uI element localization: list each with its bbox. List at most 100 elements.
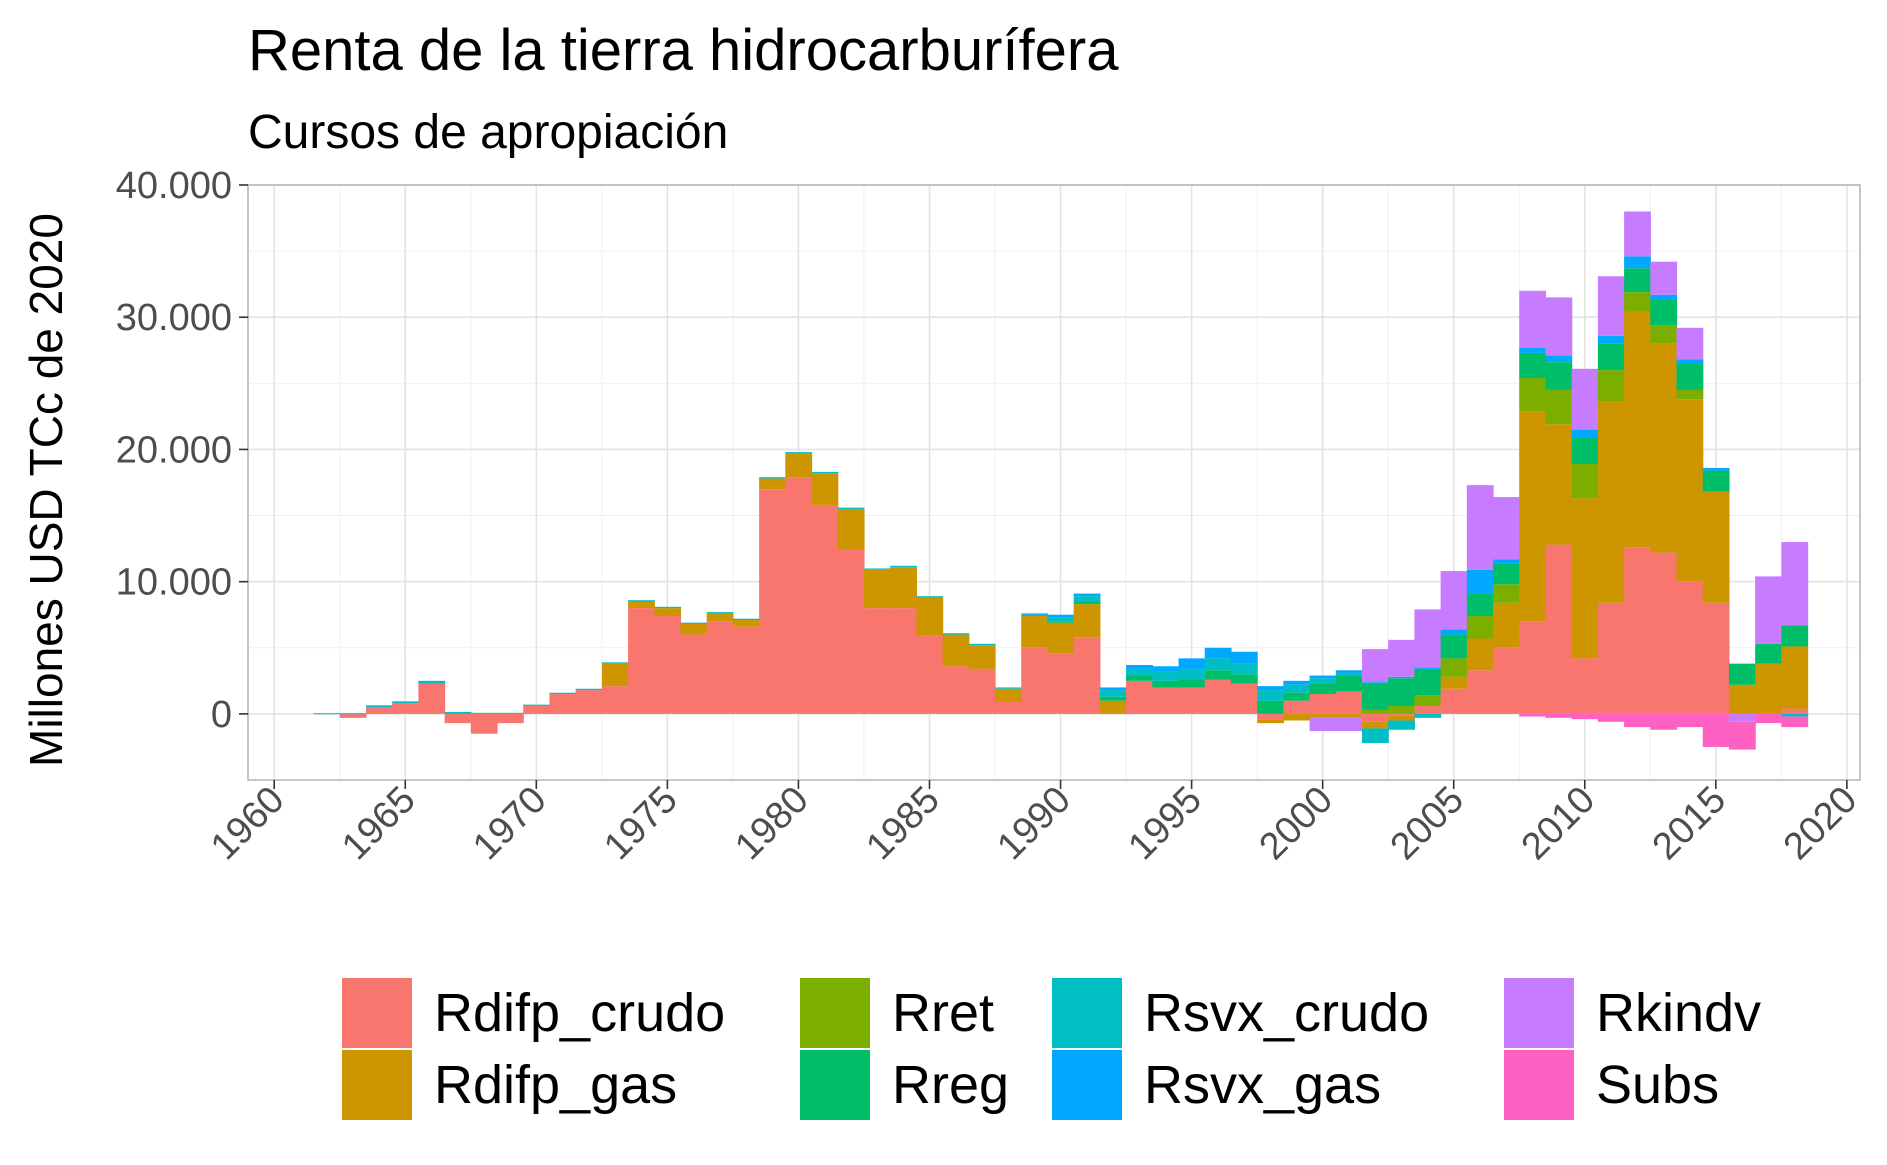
legend-label: Rkindv [1596,983,1761,1043]
bar-rkindv-2007 [1493,497,1520,560]
bar-rdifp-gas-2016 [1728,684,1756,714]
bar-rsvx-crudo-1988 [995,687,1022,689]
bar-rdifp-gas-2015 [1702,491,1730,603]
bar-rsvx-gas-2005 [1440,629,1468,635]
bar-rdifp-crudo-1991 [1073,637,1101,714]
y-tick-label: 0 [211,694,232,736]
bar-rreg-2000 [1309,683,1337,695]
x-tick-label: 1970 [465,779,554,868]
legend-swatch-subs [1504,1050,1574,1120]
bar-rsvx-gas-1997 [1230,651,1258,664]
bar-rsvx-gas-1998 [1257,686,1284,691]
bar-rsvx-crudo-1986 [942,633,970,635]
bar-rdifp-crudo-1999 [1283,700,1311,714]
bar-rkindv-2005 [1440,571,1468,630]
bar-rdifp-crudo-1985 [916,635,944,714]
bar-rsvx-gas-1995 [1178,658,1206,669]
bar-rkindv-2008 [1519,290,1547,348]
bar-rdifp-crudo-1970 [523,705,551,714]
bar-rsvx-crudo-1966 [418,680,446,684]
legend-label: Subs [1596,1055,1719,1115]
bar-rret-2003 [1388,705,1416,714]
bar-rdifp-gas-1989 [1021,616,1049,648]
bar-rsvx-crudo-1985 [916,596,944,598]
bar-rsvx-gas-1993 [1126,664,1153,669]
legend-swatch-rdifp-crudo [342,978,412,1048]
bar-rsvx-crudo-1962 [313,713,341,715]
bar-rreg-2013 [1650,300,1678,326]
bar-rret-2008 [1519,378,1547,412]
bar-subs-2009 [1545,713,1573,718]
bar-rdifp-crudo-1990 [1047,653,1075,714]
bar-subs-2011 [1597,713,1625,722]
bar-rsvx-crudo-1973 [601,662,629,664]
bar-rdifp-gas-1987 [968,645,996,669]
bar-rret-2009 [1545,389,1573,425]
bar-rsvx-crudo-1971 [549,692,577,695]
bar-rsvx-crudo-1964 [365,705,393,708]
bar-rreg-1992 [1099,696,1127,701]
bar-rdifp-gas-1973 [601,663,629,687]
bar-rsvx-gas-1999 [1283,680,1311,685]
bar-rsvx-gas-1994 [1152,666,1180,672]
bar-rreg-1999 [1283,692,1311,701]
bar-rdifp-crudo-1995 [1178,687,1206,714]
bar-rkindv-2002 [1361,649,1389,683]
y-axis: 0 10.000 20.000 30.000 40.000 [116,165,248,736]
bar-rdifp-gas-2010 [1571,498,1599,659]
bar-rsvx-crudo-1987 [968,643,996,646]
bar-rdifp-crudo-2018 [1781,708,1809,714]
x-tick-label: 1975 [596,779,685,868]
bar-rreg-2003 [1388,678,1416,706]
bar-rreg-1996 [1204,670,1232,680]
bar-rdifp-gas-2014 [1676,399,1704,582]
bar-rsvx-crudo-1968 [470,712,498,714]
y-tick-label: 20.000 [116,429,232,471]
bar-rdifp-crudo-1972 [575,690,603,714]
bar-rdifp-crudo-1998 [1257,713,1284,720]
bar-rsvx-gas-2015 [1702,467,1730,471]
bar-rdifp-crudo-1963 [339,713,367,718]
bar-rkindv-2016 [1728,713,1756,722]
bar-rdifp-crudo-2004 [1414,705,1442,714]
bar-rdifp-crudo-2001 [1335,691,1363,714]
bar-rsvx-gas-1996 [1204,647,1232,659]
bar-subs-2008 [1519,713,1547,717]
bar-rdifp-crudo-1973 [601,686,629,714]
bar-rsvx-crudo-2004 [1414,713,1442,718]
bar-subs-2015 [1702,713,1730,747]
bar-subs-2014 [1676,713,1704,728]
bar-rdifp-crudo-1965 [392,703,419,714]
bar-rsvx-gas-2011 [1597,335,1625,344]
bar-rdifp-crudo-1997 [1230,683,1258,714]
bar-rsvx-gas-2013 [1650,294,1678,301]
bar-rdifp-gas-1981 [811,473,839,505]
bar-rdifp-crudo-1975 [654,616,682,714]
x-tick-label: 2005 [1383,779,1472,868]
bar-rreg-2002 [1361,683,1389,710]
bar-rdifp-crudo-1994 [1152,687,1180,714]
x-axis: 1960 1965 1970 1975 1980 1985 1990 1995 2000 2005… [203,779,1865,868]
bar-rdifp-crudo-1980 [785,477,813,714]
bar-rret-2010 [1571,463,1599,499]
bar-rreg-1990 [1047,621,1075,623]
x-tick-label: 1995 [1120,779,1209,868]
bar-rreg-2004 [1414,668,1442,696]
bar-rsvx-crudo-1974 [628,600,655,602]
bar-rsvx-crudo-1996 [1204,658,1232,671]
bar-rreg-2014 [1676,363,1704,390]
legend-label: Rsvx_gas [1144,1055,1381,1115]
bar-rret-2006 [1466,616,1494,639]
bar-rdifp-gas-1978 [732,620,760,627]
bar-rsvx-crudo-1995 [1178,668,1206,680]
legend-label: Rreg [892,1055,1009,1115]
x-tick-label: 1960 [203,779,292,868]
bar-rreg-2017 [1755,643,1782,664]
bar-rdifp-crudo-1971 [549,694,577,714]
bar-rreg-2001 [1335,675,1363,692]
bar-rreg-2008 [1519,352,1547,379]
bar-rkindv-2001 [1335,717,1363,732]
bar-rsvx-crudo-2018 [1781,713,1809,717]
bar-rdifp-gas-1988 [995,688,1022,702]
x-tick-label: 1990 [989,779,1078,868]
